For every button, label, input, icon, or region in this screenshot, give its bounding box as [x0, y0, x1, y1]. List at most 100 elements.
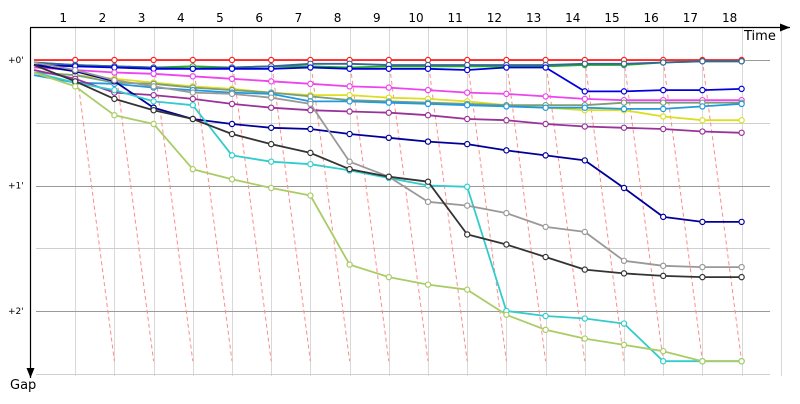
data-point [581, 335, 589, 342]
x-tick-label: 15 [604, 11, 619, 25]
data-point [503, 147, 510, 154]
data-point [542, 104, 549, 111]
data-point [385, 273, 392, 281]
data-point [189, 115, 196, 123]
data-point [111, 86, 118, 94]
data-point [660, 59, 667, 66]
data-point [581, 88, 589, 95]
data-point [660, 105, 667, 113]
overtake-line [74, 59, 115, 362]
data-point [503, 117, 510, 124]
data-point [738, 273, 745, 281]
x-axis-arrow [780, 23, 790, 32]
data-point [150, 98, 157, 105]
data-point [581, 123, 589, 130]
data-point [346, 98, 353, 105]
data-point [424, 198, 432, 206]
data-point [385, 99, 392, 106]
x-tick-label: 5 [216, 11, 224, 25]
data-point [660, 86, 667, 94]
data-point [268, 184, 275, 192]
data-point [620, 124, 628, 131]
data-point [268, 104, 275, 111]
data-point [150, 56, 157, 64]
data-point [385, 65, 392, 72]
data-point [307, 64, 314, 71]
data-point [111, 69, 118, 76]
x-tick-label: 18 [722, 11, 737, 25]
data-point [228, 90, 236, 98]
data-point [660, 99, 667, 106]
y-axis-arrow [26, 368, 35, 378]
data-point [738, 129, 745, 136]
data-point [346, 91, 353, 99]
overtake-line [309, 59, 351, 362]
data-point [189, 101, 196, 109]
data-point [620, 99, 628, 106]
data-point [581, 266, 589, 273]
data-point [228, 75, 236, 83]
data-point [699, 117, 706, 124]
data-point [542, 152, 549, 159]
data-point [699, 263, 706, 271]
data-point [699, 128, 706, 135]
data-point [346, 158, 353, 165]
data-point [620, 60, 628, 67]
data-point [307, 160, 314, 168]
data-point [581, 315, 589, 322]
data-point [150, 70, 157, 78]
data-point [111, 112, 118, 119]
data-point [699, 358, 706, 365]
data-point [581, 104, 589, 111]
data-point [111, 56, 118, 64]
data-point [699, 86, 706, 94]
data-point [307, 106, 314, 114]
data-point [424, 281, 432, 288]
data-point [542, 326, 549, 334]
data-point [464, 183, 471, 190]
data-point [346, 165, 353, 173]
data-point [464, 286, 471, 293]
data-point [111, 64, 118, 71]
overtake-line [427, 59, 468, 362]
data-point [581, 157, 589, 164]
y-tick-label: +1' [8, 182, 24, 192]
data-point [268, 65, 275, 72]
x-tick-label: 4 [177, 11, 185, 25]
data-point [228, 56, 236, 64]
series-13 [33, 71, 745, 365]
data-point [228, 120, 236, 128]
data-point [189, 65, 196, 72]
data-point [307, 125, 314, 133]
data-point [464, 61, 471, 69]
x-tick-label: 13 [526, 11, 541, 25]
data-point [581, 95, 589, 103]
data-point [71, 83, 79, 90]
data-point [464, 66, 471, 74]
overtake-line [388, 59, 429, 362]
data-point [660, 272, 667, 280]
x-tick-label: 3 [138, 11, 146, 25]
data-point [385, 134, 392, 142]
data-point [346, 108, 353, 115]
data-point [699, 58, 706, 65]
overtake-line [231, 59, 272, 362]
series-3 [33, 63, 745, 95]
data-point [268, 124, 275, 131]
x-tick-label: 12 [487, 11, 502, 25]
x-tick-label: 17 [683, 11, 698, 25]
overtake-line [113, 59, 155, 362]
data-point [738, 358, 745, 365]
data-point [150, 91, 157, 99]
data-point [464, 202, 471, 209]
data-point [424, 138, 432, 145]
x-tick-label: 7 [295, 11, 303, 25]
data-point [503, 209, 510, 217]
data-point [542, 312, 549, 320]
data-point [620, 270, 628, 277]
y-tick-label: +2' [8, 307, 24, 317]
x-tick-label: 6 [255, 11, 263, 25]
data-point [346, 60, 353, 67]
data-point [464, 231, 471, 238]
overtake-line [349, 59, 390, 362]
